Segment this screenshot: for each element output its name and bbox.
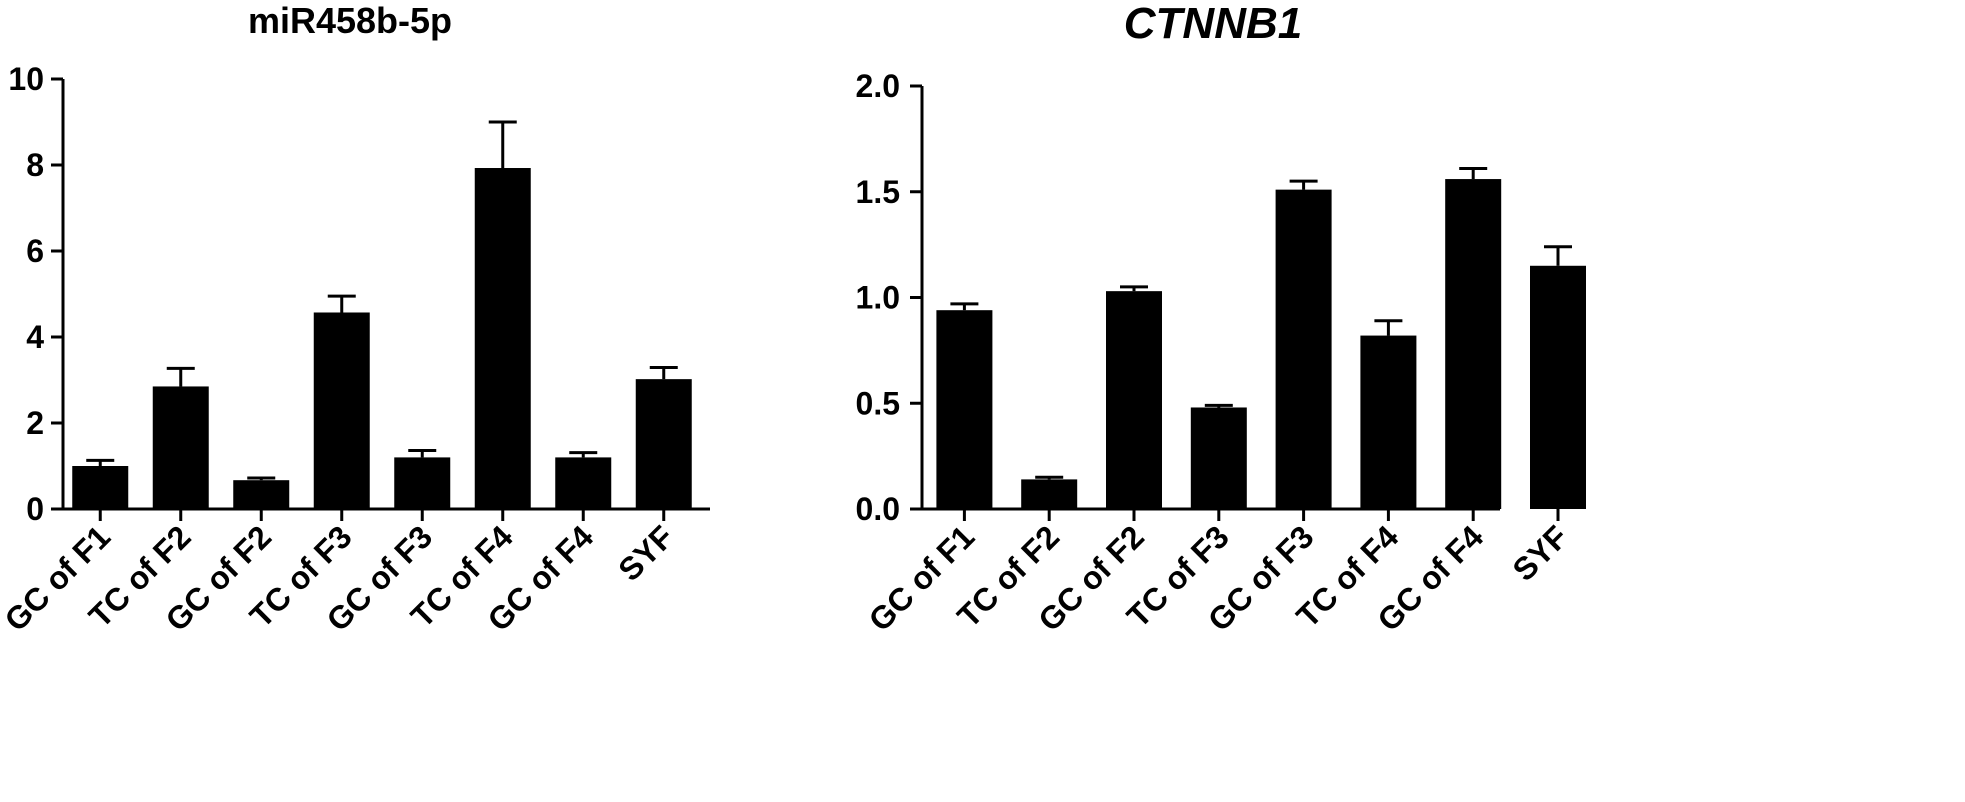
y-tick-label: 8 <box>26 147 44 183</box>
y-tick-label: 0 <box>26 491 44 527</box>
bar <box>1106 291 1162 509</box>
bar <box>72 466 129 509</box>
bar <box>1530 265 1586 509</box>
bar <box>313 312 370 509</box>
bar <box>555 457 612 509</box>
y-tick-label: 4 <box>26 319 44 355</box>
bar <box>1190 407 1247 509</box>
y-tick-label: 0.0 <box>856 491 900 527</box>
chart-title: CTNNB1 <box>1124 0 1302 48</box>
bar <box>1360 335 1417 509</box>
bar <box>233 480 290 509</box>
chart-title: miR458b-5p <box>248 0 452 41</box>
y-tick-label: 2.0 <box>856 68 900 104</box>
y-tick-label: 2 <box>26 405 44 441</box>
bar <box>474 168 531 509</box>
x-tick-label: SYF <box>611 518 680 587</box>
bar <box>1021 479 1078 509</box>
y-tick-label: 10 <box>8 61 44 97</box>
bar <box>635 379 692 509</box>
bar <box>1275 189 1332 509</box>
bar <box>152 386 209 509</box>
y-tick-label: 6 <box>26 233 44 269</box>
bar <box>394 457 451 509</box>
y-tick-label: 1.5 <box>856 174 900 210</box>
x-tick-label: SYF <box>1505 518 1574 587</box>
bar <box>936 310 993 509</box>
y-tick-label: 0.5 <box>856 385 900 421</box>
bar <box>1445 179 1502 509</box>
y-tick-label: 1.0 <box>856 280 900 316</box>
